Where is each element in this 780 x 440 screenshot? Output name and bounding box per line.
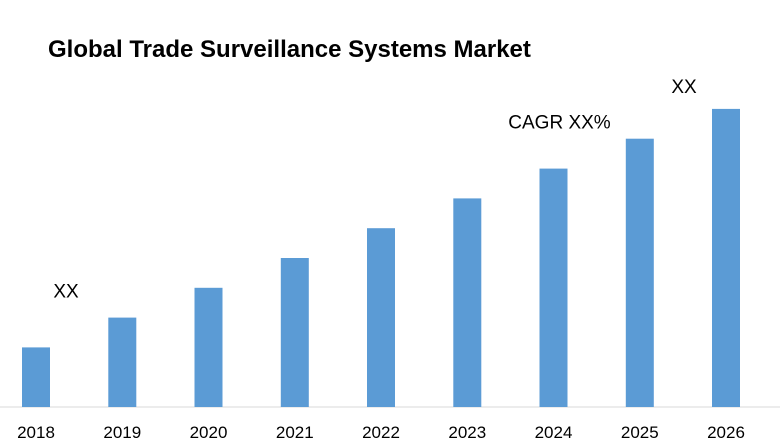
x-tick-label-2022: 2022	[362, 423, 400, 440]
bar-2021	[280, 258, 309, 407]
bar-2024	[539, 168, 568, 407]
x-tick-labels: 2018 2019 2020 2021 2022 2023 2024 2025 2026	[17, 423, 745, 440]
x-tick-label-2026: 2026	[707, 423, 745, 440]
x-tick-label-2023: 2023	[448, 423, 486, 440]
bar-2025	[625, 138, 654, 407]
annotations-group: XX CAGR XX% XX	[53, 77, 697, 302]
bar-2022	[367, 228, 395, 407]
annotation-0: XX	[53, 281, 79, 302]
x-tick-label-2021: 2021	[276, 423, 314, 440]
annotation-2: XX	[671, 77, 697, 98]
bar-2018	[22, 347, 50, 407]
bar-2019	[108, 317, 137, 407]
x-tick-label-2024: 2024	[535, 423, 573, 440]
x-tick-label-2018: 2018	[17, 423, 55, 440]
bar-2026	[712, 108, 740, 408]
x-tick-label-2020: 2020	[190, 423, 228, 440]
x-tick-label-2025: 2025	[621, 423, 659, 440]
bar-2020	[194, 287, 223, 407]
annotation-1: CAGR XX%	[508, 113, 611, 134]
chart-title: Global Trade Surveillance Systems Market	[48, 36, 531, 63]
x-tick-label-2019: 2019	[103, 423, 141, 440]
bar-2023	[453, 198, 482, 407]
bars-group	[22, 108, 740, 408]
